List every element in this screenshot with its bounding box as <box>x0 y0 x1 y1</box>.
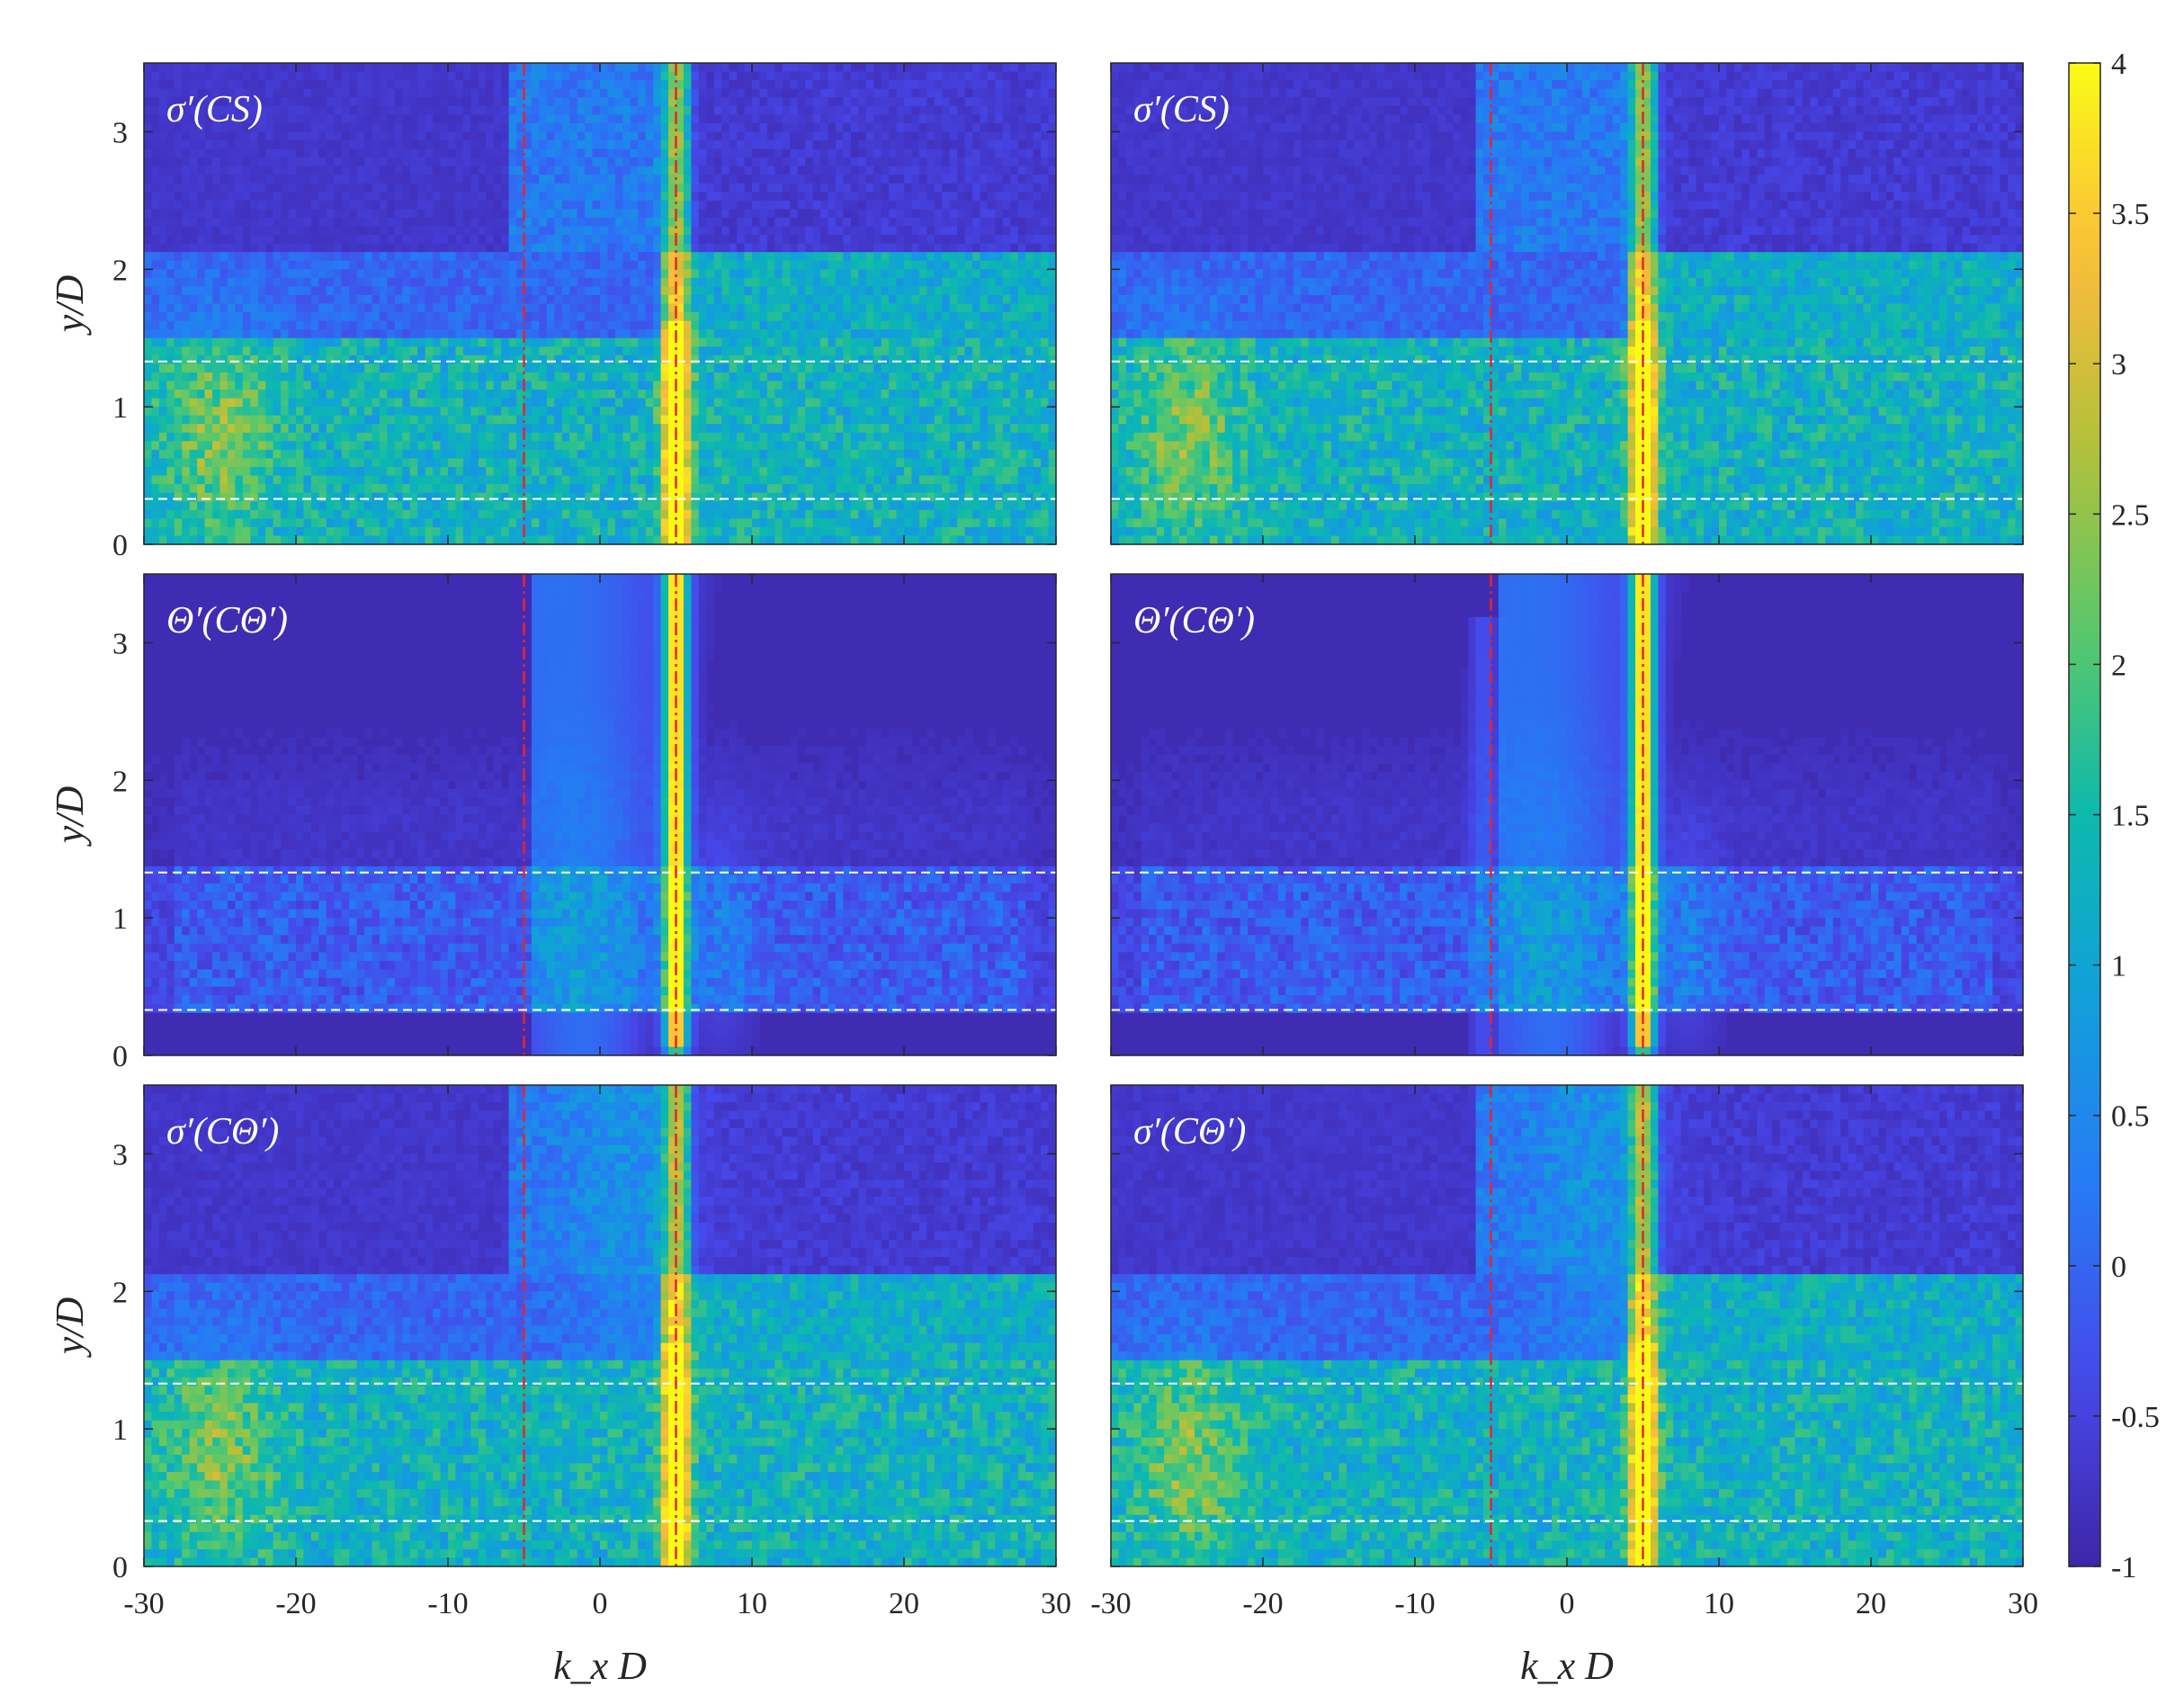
heatmap-cells <box>144 1085 1056 1566</box>
panel-title: Θ′(CΘ′) <box>166 600 288 642</box>
heatmap-cells <box>1111 1085 2023 1566</box>
heatmap-cells <box>144 574 1056 1055</box>
panel-title: σ′(CS) <box>166 89 263 130</box>
panel-title: σ′(CS) <box>1133 89 1230 130</box>
y-tick-label: 0 <box>112 529 128 562</box>
heatmap-panel: σ′(CS) <box>143 62 1057 545</box>
x-tick-label: -20 <box>275 1587 316 1620</box>
colorbar-tick-label: 0 <box>2111 1251 2126 1284</box>
colorbar: -1 -0.5 0 0.5 1 1.5 2 2.5 3 3.5 4 <box>2068 48 2160 1584</box>
heatmap-panel: σ′(CΘ′) <box>1110 1084 2024 1567</box>
colorbar-tick-label: -0.5 <box>2111 1401 2160 1434</box>
colorbar-tick-label: 0.5 <box>2111 1100 2150 1134</box>
y-axis-label: y/D <box>48 1297 92 1359</box>
heatmap-panel: σ′(CS) <box>1110 62 2024 545</box>
y-tick-label: 1 <box>112 391 128 425</box>
panels: σ′(CS) σ′(CS) Θ′(CΘ′) Θ′(CΘ′) σ′(CΘ′) σ′(CΘ′) <box>143 62 2024 1567</box>
x-tick-label: 20 <box>1856 1587 1886 1620</box>
y-tick-label: 0 <box>112 1040 128 1073</box>
x-tick-label: 30 <box>2008 1587 2038 1620</box>
y-tick-label: 3 <box>112 116 128 149</box>
colorbar-tick-label: 1 <box>2111 950 2126 983</box>
x-axes: -30 -20 -10 0 10 20 30 k_x D -30 -20 -10 0 10 20 30 k_x… <box>123 1587 2038 1688</box>
panel-title: σ′(CΘ′) <box>1133 1111 1246 1153</box>
y-tick-label: 2 <box>112 1276 128 1309</box>
y-tick-label: 0 <box>112 1551 128 1584</box>
colorbar-tick-label: 4 <box>2111 48 2126 81</box>
x-tick-label: 0 <box>593 1587 608 1620</box>
panel-title: σ′(CΘ′) <box>166 1111 279 1153</box>
x-axis-label: k_x D <box>1520 1644 1614 1688</box>
heatmap-panel: Θ′(CΘ′) <box>143 573 1057 1056</box>
colorbar-tick-label: 2.5 <box>2111 498 2150 532</box>
x-tick-label: 10 <box>737 1587 767 1620</box>
y-tick-label: 1 <box>112 1413 128 1447</box>
x-tick-label: -30 <box>123 1587 164 1620</box>
heatmap-panel: Θ′(CΘ′) <box>1110 573 2024 1056</box>
y-tick-label: 2 <box>112 254 128 287</box>
colorbar-tick-label: -1 <box>2111 1551 2136 1584</box>
heatmap-cells <box>1111 574 2023 1055</box>
y-axes: 0 1 2 3 y/D 0 1 2 3 y/D 0 1 2 3 y/D <box>48 116 128 1584</box>
x-tick-label: 20 <box>889 1587 919 1620</box>
colorbar-tick-label: 3 <box>2111 348 2126 381</box>
panel-title: Θ′(CΘ′) <box>1133 600 1255 642</box>
heatmap-cells <box>1111 63 2023 544</box>
y-axis-label: y/D <box>48 786 92 848</box>
y-tick-label: 1 <box>112 902 128 936</box>
y-tick-label: 3 <box>112 627 128 660</box>
heatmap-panel: σ′(CΘ′) <box>143 1084 1057 1567</box>
colorbar-tick-label: 3.5 <box>2111 198 2150 231</box>
x-tick-label: 30 <box>1041 1587 1071 1620</box>
heatmap-cells <box>144 63 1056 544</box>
x-axis-label: k_x D <box>553 1644 647 1688</box>
y-tick-label: 2 <box>112 765 128 798</box>
x-tick-label: -10 <box>427 1587 468 1620</box>
x-tick-label: 10 <box>1704 1587 1734 1620</box>
x-tick-label: 0 <box>1560 1587 1575 1620</box>
x-tick-label: -30 <box>1090 1587 1131 1620</box>
colorbar-tick-label: 1.5 <box>2111 800 2150 833</box>
colorbar-tick-label: 2 <box>2111 649 2126 682</box>
y-axis-label: y/D <box>48 275 92 337</box>
x-tick-label: -10 <box>1394 1587 1435 1620</box>
x-tick-label: -20 <box>1242 1587 1283 1620</box>
y-tick-label: 3 <box>112 1138 128 1171</box>
